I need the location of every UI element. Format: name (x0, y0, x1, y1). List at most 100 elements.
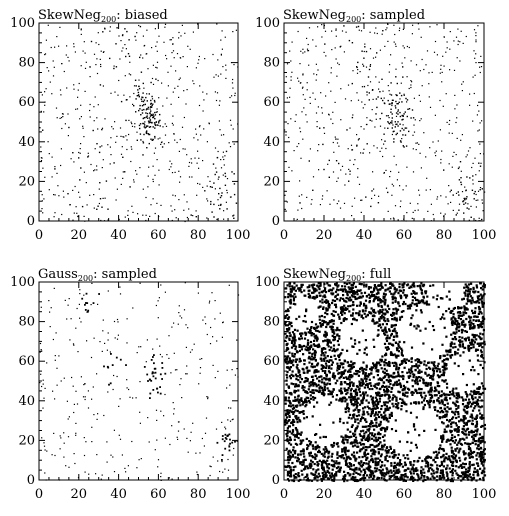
data-point (416, 383, 419, 386)
data-point (318, 294, 321, 297)
data-point (454, 403, 457, 406)
data-point (326, 342, 329, 345)
data-point (403, 388, 406, 391)
data-point (313, 405, 316, 408)
data-point (380, 413, 383, 416)
data-point (137, 89, 139, 91)
data-point (219, 312, 221, 314)
data-point (145, 109, 147, 111)
data-point (336, 462, 339, 465)
data-point (468, 208, 470, 210)
data-point (424, 458, 427, 461)
data-point (445, 430, 448, 433)
data-point (299, 202, 301, 204)
data-point (472, 323, 475, 326)
data-point (382, 418, 385, 421)
data-point (331, 330, 334, 334)
scatter-points (39, 23, 239, 223)
data-point (385, 29, 387, 31)
data-point (160, 204, 162, 206)
data-point (323, 387, 326, 390)
data-point (476, 447, 479, 450)
data-point (184, 282, 186, 284)
data-point (401, 389, 404, 392)
data-point (74, 51, 76, 53)
data-point (63, 432, 65, 434)
data-point (305, 416, 308, 419)
data-point (236, 368, 238, 370)
title-subscript: 200 (346, 274, 361, 283)
data-point (393, 461, 396, 464)
data-point (43, 445, 46, 447)
data-point (470, 405, 473, 408)
data-point (296, 418, 299, 421)
data-point (454, 422, 457, 425)
data-point (469, 325, 472, 328)
data-point (454, 318, 457, 321)
data-point (461, 90, 463, 92)
data-point (313, 353, 317, 356)
data-point (154, 114, 157, 116)
data-point (157, 124, 159, 126)
data-point (340, 169, 342, 171)
data-point (451, 461, 454, 465)
data-point (54, 398, 56, 400)
data-point (314, 441, 317, 444)
data-point (192, 422, 194, 424)
data-point (342, 457, 346, 460)
data-point (430, 361, 433, 364)
data-point (80, 321, 82, 323)
data-point (360, 416, 364, 419)
data-point (384, 403, 387, 406)
data-point (385, 473, 388, 476)
data-point (136, 32, 138, 34)
data-point (477, 190, 480, 192)
data-point (321, 107, 323, 109)
data-point (212, 336, 214, 338)
data-point (482, 384, 485, 388)
data-point (80, 167, 82, 169)
plot-frame (283, 22, 485, 222)
data-point (397, 354, 400, 357)
data-point (222, 66, 224, 68)
data-point (68, 416, 70, 418)
data-point (64, 123, 66, 125)
data-point (386, 418, 389, 421)
data-point (224, 426, 226, 428)
data-point (383, 303, 386, 306)
data-point (152, 116, 155, 119)
data-point (412, 117, 415, 119)
data-point (291, 455, 294, 458)
data-point (420, 466, 423, 469)
data-point (146, 147, 148, 149)
data-point (452, 464, 455, 467)
chart-title: Gauss200: sampled (38, 267, 157, 283)
data-point (467, 345, 470, 348)
data-point (302, 52, 304, 54)
data-point (370, 413, 373, 416)
data-point (343, 477, 346, 480)
data-point (331, 299, 334, 302)
y-tick-label: 100 (10, 16, 35, 31)
data-point (140, 346, 142, 348)
data-point (399, 384, 402, 387)
data-point (289, 456, 292, 459)
data-point (419, 100, 421, 102)
data-point (480, 300, 484, 303)
data-point (170, 39, 172, 41)
data-point (126, 379, 128, 381)
data-point (477, 290, 480, 294)
data-point (330, 472, 333, 475)
data-point (481, 303, 484, 306)
data-point (284, 465, 287, 468)
data-point (362, 304, 366, 307)
data-point (349, 389, 352, 392)
data-point (474, 470, 477, 473)
data-point (330, 355, 333, 358)
data-point (88, 473, 90, 475)
data-point (469, 177, 471, 179)
data-point (347, 410, 350, 413)
data-point (114, 177, 116, 179)
data-point (455, 460, 458, 464)
data-point (304, 405, 307, 408)
